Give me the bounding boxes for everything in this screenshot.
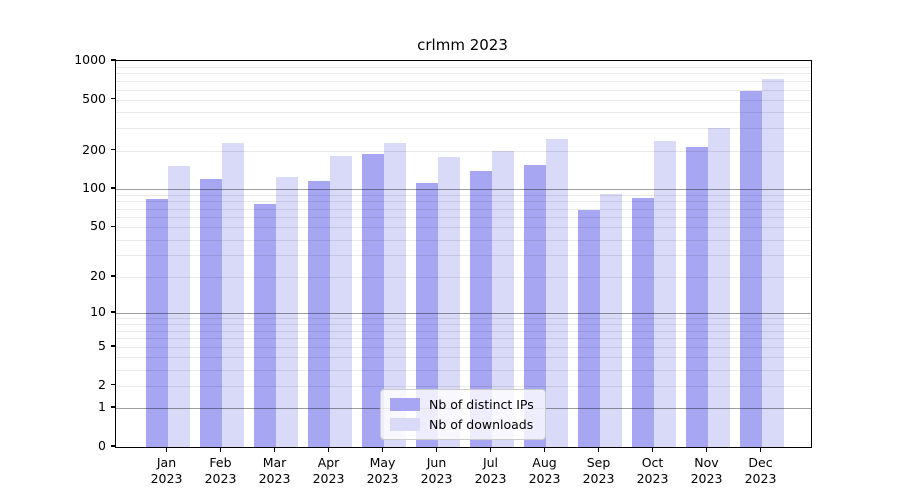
legend-row-downloads: Nb of downloads — [390, 417, 534, 432]
y-tick-mark-200 — [111, 148, 116, 151]
y-tick-mark-20 — [111, 275, 116, 277]
y-tick-label-2: 2 — [98, 376, 106, 392]
gridline-70 — [116, 208, 811, 210]
x-tick-label-oct: Oct 2023 — [636, 455, 669, 486]
gridline-600 — [116, 89, 811, 91]
gridline-60 — [116, 217, 811, 219]
x-tick-label-dec: Dec 2023 — [744, 455, 777, 486]
x-tick-label-mar: Mar 2023 — [258, 455, 291, 486]
legend-swatch-downloads — [390, 418, 420, 431]
y-tick-label-5: 5 — [98, 337, 106, 353]
gridline-9 — [116, 318, 811, 320]
bar-distinct-ips-mar — [253, 203, 276, 447]
y-tick-mark-100 — [111, 187, 116, 189]
x-tick-mark-mar — [273, 448, 276, 452]
y-tick-mark-1 — [111, 406, 116, 409]
bar-downloads-aug — [545, 139, 568, 447]
bar-downloads-feb — [221, 142, 244, 447]
legend-label-downloads: Nb of downloads — [429, 417, 534, 432]
bar-distinct-ips-oct — [631, 197, 654, 447]
gridline-40 — [116, 239, 811, 241]
y-tick-mark-0 — [111, 445, 116, 447]
x-tick-label-feb: Feb 2023 — [204, 455, 237, 486]
bar-downloads-sep — [599, 193, 622, 447]
gridline-50 — [116, 227, 811, 229]
y-tick-label-1000: 1000 — [74, 52, 106, 67]
y-tick-mark-1000 — [111, 59, 116, 61]
x-tick-mark-aug — [543, 448, 546, 452]
gridline-400 — [116, 112, 811, 114]
y-tick-mark-50 — [111, 225, 116, 228]
chart-title: crlmm 2023 — [417, 36, 508, 54]
gridline-300 — [116, 128, 811, 130]
gridline-30 — [116, 255, 811, 257]
x-tick-mark-oct — [651, 448, 654, 452]
y-tick-mark-10 — [111, 311, 116, 313]
x-tick-label-jun: Jun 2023 — [420, 455, 453, 486]
x-tick-label-sep: Sep 2023 — [582, 455, 615, 486]
x-tick-mark-jul — [489, 448, 492, 452]
gridline-80 — [116, 201, 811, 203]
y-tick-mark-2 — [111, 383, 116, 386]
gridline-3 — [116, 369, 811, 371]
legend-row-distinct-ips: Nb of distinct IPs — [390, 397, 534, 412]
gridline-5 — [116, 346, 811, 348]
bar-downloads-oct — [653, 140, 676, 447]
gridline-200 — [116, 150, 811, 152]
legend-label-distinct-ips: Nb of distinct IPs — [429, 397, 534, 412]
bar-downloads-jan — [167, 165, 190, 447]
x-tick-mark-jan — [165, 448, 168, 452]
y-tick-label-1: 1 — [98, 399, 106, 415]
gridline-90 — [116, 194, 811, 196]
y-tick-label-50: 50 — [90, 218, 106, 234]
gridline-7 — [116, 330, 811, 332]
x-tick-label-may: May 2023 — [366, 455, 399, 486]
bar-downloads-dec — [761, 78, 784, 447]
x-tick-label-jul: Jul 2023 — [474, 455, 507, 486]
x-tick-label-aug: Aug 2023 — [528, 455, 561, 486]
gridline-900 — [116, 66, 811, 68]
gridline-10 — [116, 313, 811, 315]
x-tick-mark-apr — [327, 448, 330, 452]
x-tick-label-nov: Nov 2023 — [690, 455, 723, 486]
x-tick-label-apr: Apr 2023 — [312, 455, 345, 486]
y-tick-label-10: 10 — [90, 304, 106, 320]
gridline-500 — [116, 99, 811, 101]
x-tick-mark-sep — [597, 448, 600, 452]
y-tick-label-0: 0 — [98, 438, 106, 453]
y-tick-mark-5 — [111, 345, 116, 347]
bar-distinct-ips-nov — [685, 146, 708, 447]
x-tick-mark-dec — [759, 448, 762, 452]
bar-downloads-apr — [329, 155, 352, 447]
y-tick-mark-500 — [111, 97, 116, 100]
bar-distinct-ips-sep — [577, 209, 600, 447]
gridline-700 — [116, 80, 811, 82]
y-tick-label-20: 20 — [90, 267, 106, 283]
gridline-6 — [116, 338, 811, 340]
legend: Nb of distinct IPs Nb of downloads — [380, 389, 546, 440]
gridline-8 — [116, 324, 811, 326]
y-tick-label-200: 200 — [82, 141, 106, 157]
x-tick-label-jan: Jan 2023 — [150, 455, 183, 486]
x-tick-mark-feb — [219, 448, 222, 452]
gridline-2 — [116, 385, 811, 387]
bar-distinct-ips-apr — [307, 181, 330, 447]
x-tick-mark-jun — [435, 448, 438, 452]
gridline-20 — [116, 276, 811, 278]
gridline-800 — [116, 73, 811, 75]
bar-distinct-ips-dec — [739, 90, 762, 447]
bar-downloads-mar — [275, 177, 298, 447]
y-tick-label-500: 500 — [82, 90, 106, 106]
bar-downloads-nov — [707, 128, 730, 447]
gridline-100 — [116, 189, 811, 191]
bar-distinct-ips-jan — [145, 198, 168, 447]
legend-swatch-distinct-ips — [390, 398, 420, 411]
bar-distinct-ips-feb — [199, 179, 222, 447]
y-tick-label-100: 100 — [82, 180, 106, 196]
gridline-4 — [116, 357, 811, 359]
x-tick-mark-may — [381, 448, 384, 452]
x-tick-mark-nov — [705, 448, 708, 452]
